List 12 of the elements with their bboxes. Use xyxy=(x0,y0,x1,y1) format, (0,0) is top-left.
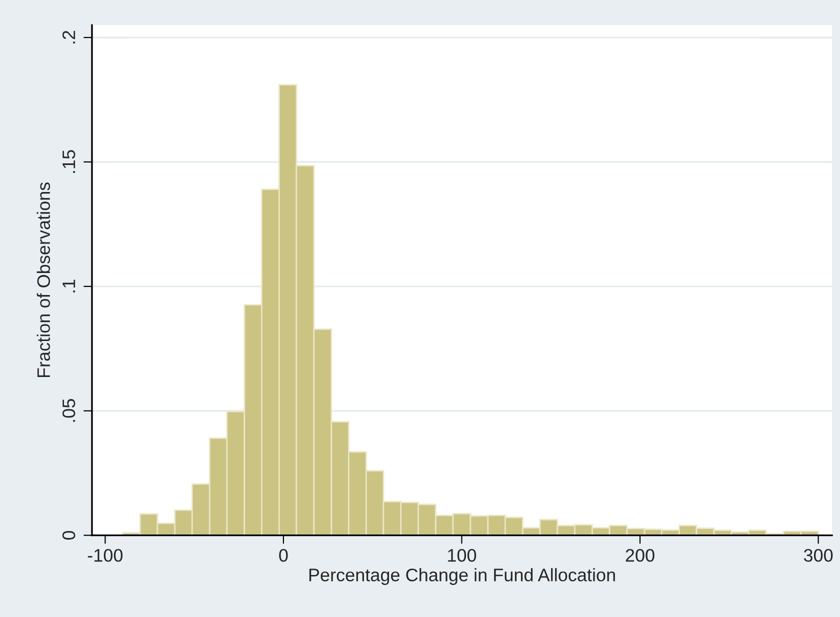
y-tick-label: 0 xyxy=(62,530,76,540)
x-tick-label: -100 xyxy=(88,548,123,562)
x-tick-label: 300 xyxy=(804,548,833,562)
x-tick-label: 100 xyxy=(448,548,476,562)
y-tick-label: .05 xyxy=(62,399,76,422)
y-tick-label: .1 xyxy=(62,280,76,292)
y-tick-label: .15 xyxy=(62,150,76,173)
x-tick-label: 200 xyxy=(626,548,654,562)
x-tick-label: 0 xyxy=(279,548,288,562)
y-tick-label: .2 xyxy=(62,30,76,44)
x-axis-title: Percentage Change in Fund Allocation xyxy=(309,568,615,585)
y-axis-title: Fraction of Observations xyxy=(36,182,50,378)
